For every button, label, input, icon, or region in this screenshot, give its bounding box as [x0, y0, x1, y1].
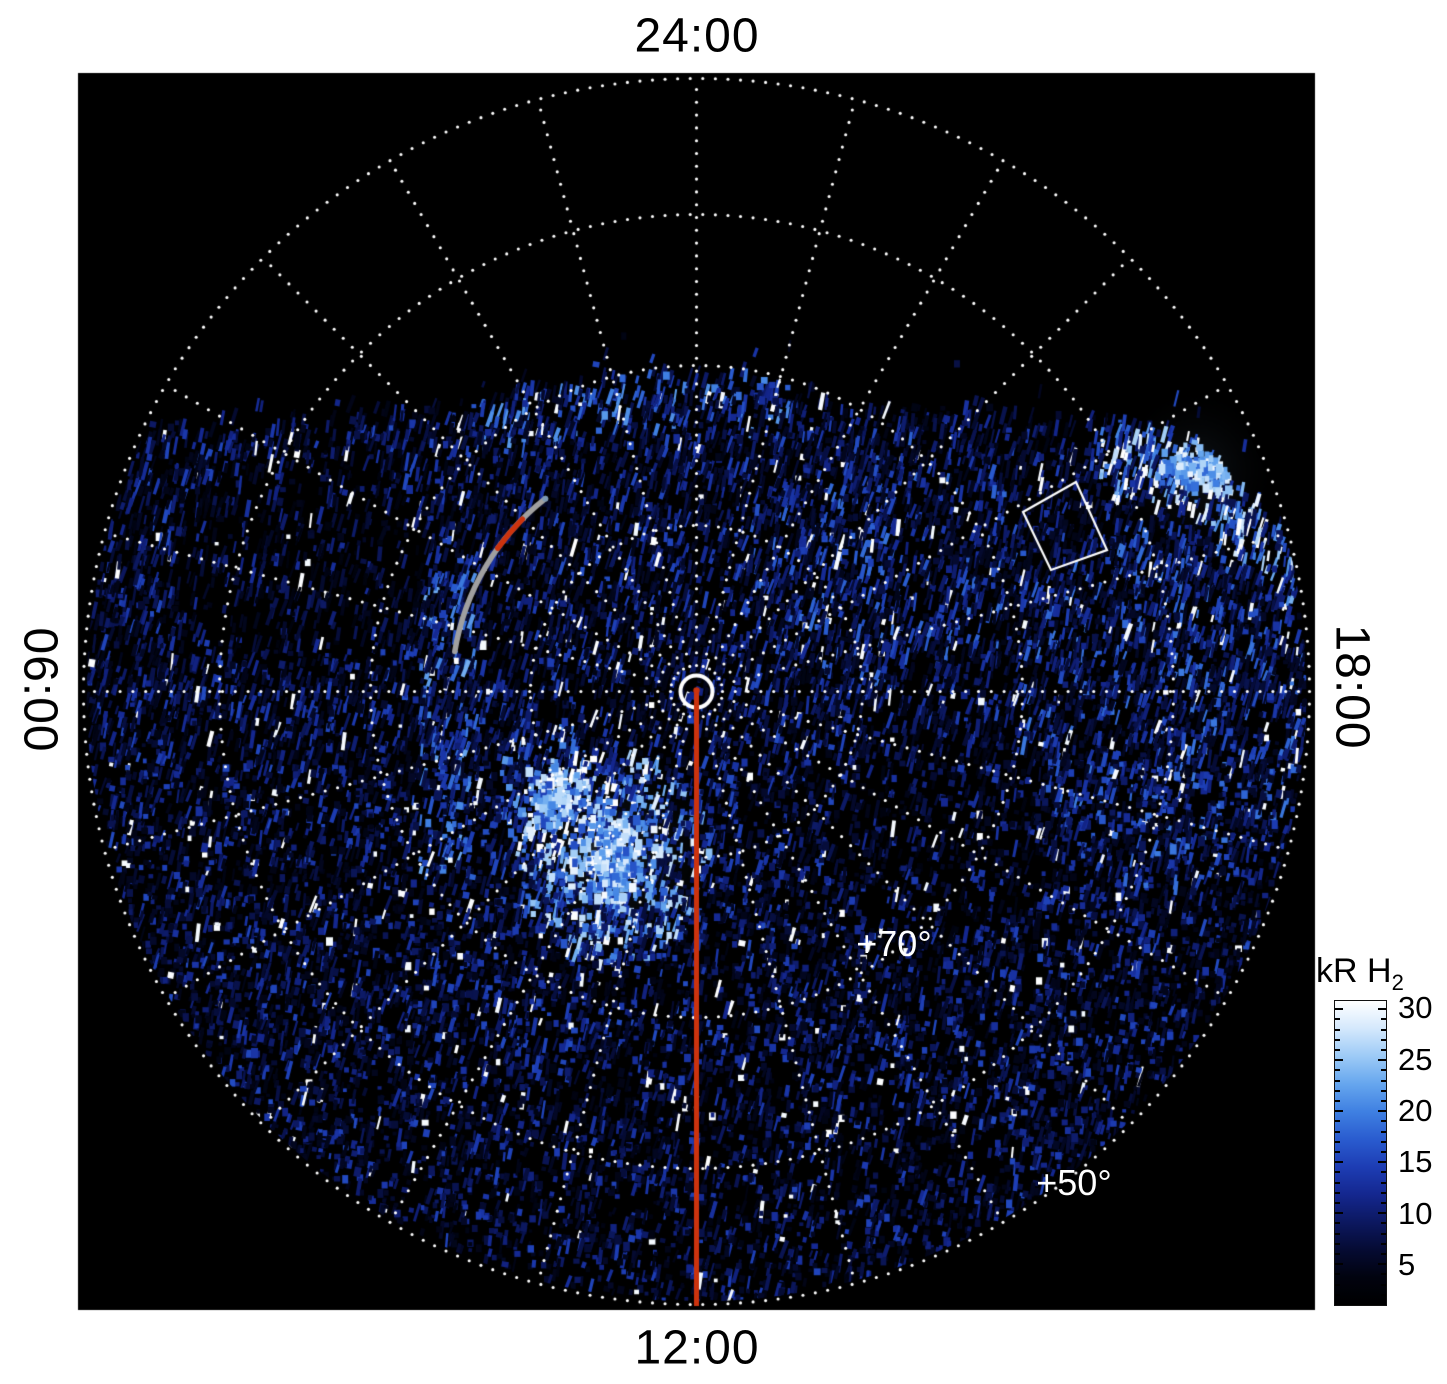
colorbar-major-tick — [1378, 1161, 1386, 1164]
colorbar-major-tick — [1335, 1212, 1343, 1215]
colorbar-minor-tick — [1335, 1018, 1340, 1021]
colorbar-minor-tick — [1381, 1048, 1386, 1051]
colorbar-minor-tick — [1335, 1222, 1340, 1225]
colorbar-minor-tick — [1335, 1069, 1340, 1072]
colorbar-major-tick — [1335, 1161, 1343, 1164]
colorbar-tick-label: 10 — [1398, 1195, 1433, 1231]
colorbar-minor-tick — [1381, 1089, 1386, 1092]
colorbar-minor-tick — [1335, 1048, 1340, 1051]
colorbar-minor-tick — [1381, 1222, 1386, 1225]
colorbar-major-tick — [1335, 1008, 1343, 1011]
colorbar-title-subscript: 2 — [1391, 970, 1404, 995]
colorbar-minor-tick — [1381, 1150, 1386, 1153]
colorbar-major-tick — [1378, 1263, 1386, 1266]
colorbar-minor-tick — [1335, 1038, 1340, 1041]
colorbar-minor-tick — [1381, 1099, 1386, 1102]
colorbar-major-tick — [1335, 1263, 1343, 1266]
colorbar-minor-tick — [1335, 1242, 1340, 1245]
colorbar-minor-tick — [1335, 1273, 1340, 1276]
colorbar-minor-tick — [1335, 1201, 1340, 1204]
colorbar-minor-tick — [1381, 1201, 1386, 1204]
colorbar-tick-labels: 30 25 20 15 10 5 — [1398, 990, 1447, 1306]
colorbar-minor-tick — [1335, 1181, 1340, 1184]
colorbar-major-tick — [1378, 1212, 1386, 1215]
colorbar-minor-tick — [1381, 1252, 1386, 1255]
colorbar-minor-tick — [1335, 1191, 1340, 1194]
colorbar-minor-tick — [1381, 1079, 1386, 1082]
mlt-label-0600: 06:00 — [13, 627, 67, 753]
colorbar-minor-tick — [1335, 1293, 1340, 1296]
colorbar-major-tick — [1378, 1008, 1386, 1011]
colorbar-minor-tick — [1381, 1028, 1386, 1031]
colorbar-minor-tick — [1381, 1120, 1386, 1123]
colorbar-tick-label: 25 — [1398, 1041, 1433, 1077]
colorbar-minor-tick — [1381, 1283, 1386, 1286]
colorbar-minor-tick — [1335, 1089, 1340, 1092]
colorbar-title-main: kR H — [1316, 952, 1392, 990]
colorbar-minor-tick — [1335, 1099, 1340, 1102]
mlt-label-1800: 18:00 — [1325, 624, 1379, 750]
colorbar-minor-tick — [1381, 1038, 1386, 1041]
colorbar-tick-label: 15 — [1398, 1144, 1433, 1180]
mlt-label-2400: 24:00 — [634, 9, 760, 63]
colorbar-major-tick — [1335, 1059, 1343, 1062]
colorbar-minor-tick — [1335, 1150, 1340, 1153]
colorbar-minor-tick — [1381, 1171, 1386, 1174]
colorbar-minor-tick — [1335, 1120, 1340, 1123]
colorbar-minor-tick — [1335, 1028, 1340, 1031]
colorbar-major-tick — [1378, 1059, 1386, 1062]
colorbar-minor-tick — [1381, 1140, 1386, 1143]
mlt-label-1200: 12:00 — [634, 1321, 760, 1375]
colorbar-minor-tick — [1335, 1171, 1340, 1174]
colorbar-minor-tick — [1335, 1130, 1340, 1133]
colorbar-minor-tick — [1335, 1079, 1340, 1082]
colorbar-minor-tick — [1335, 1252, 1340, 1255]
colorbar-minor-tick — [1381, 1191, 1386, 1194]
colorbar-minor-tick — [1381, 1293, 1386, 1296]
colorbar-minor-tick — [1381, 1181, 1386, 1184]
colorbar-major-tick — [1378, 1110, 1386, 1113]
colorbar-minor-tick — [1381, 1069, 1386, 1072]
colorbar-tick-label: 30 — [1398, 990, 1433, 1026]
colorbar-minor-tick — [1381, 1242, 1386, 1245]
colorbar-tick-label: 20 — [1398, 1092, 1433, 1128]
lat-label-50: +50° — [1036, 1162, 1112, 1203]
colorbar-gradient — [1334, 1000, 1387, 1306]
colorbar-minor-tick — [1335, 1283, 1340, 1286]
colorbar-tick-label: 5 — [1398, 1246, 1416, 1282]
lat-label-70: +70° — [856, 923, 932, 964]
colorbar-minor-tick — [1335, 1232, 1340, 1235]
colorbar-minor-tick — [1381, 1018, 1386, 1021]
colorbar-minor-tick — [1381, 1273, 1386, 1276]
colorbar-major-tick — [1335, 1110, 1343, 1113]
colorbar-minor-tick — [1381, 1232, 1386, 1235]
colorbar-minor-tick — [1381, 1130, 1386, 1133]
colorbar-minor-tick — [1335, 1140, 1340, 1143]
colorbar-title: kR H2 — [1316, 952, 1404, 996]
